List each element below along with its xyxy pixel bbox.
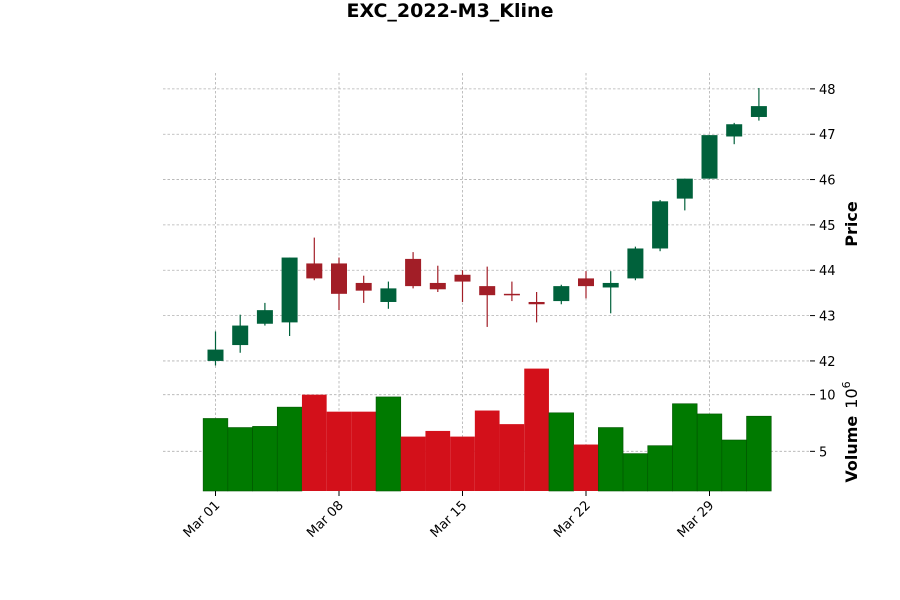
volume-axis-exponent-power: 6 xyxy=(840,381,853,388)
price-tick-label: 42 xyxy=(819,355,836,370)
price-tick-label: 45 xyxy=(819,219,836,234)
volume-bar xyxy=(202,418,229,492)
x-tick-label: Mar 01 xyxy=(181,498,224,541)
candle xyxy=(750,87,767,121)
candle-body xyxy=(405,258,422,287)
candle-body xyxy=(429,282,446,290)
candle xyxy=(256,302,273,326)
price-axis-label: Price xyxy=(842,201,861,247)
price-tick-label: 43 xyxy=(819,310,836,325)
candle xyxy=(454,270,471,302)
volume-bar xyxy=(474,410,500,491)
candle-body xyxy=(750,106,767,117)
candle-body xyxy=(627,248,644,279)
candle-body xyxy=(528,301,545,305)
candle-body xyxy=(553,286,570,302)
candle xyxy=(726,122,743,145)
x-tick-label: Mar 15 xyxy=(428,498,471,541)
candle xyxy=(652,199,669,252)
candle xyxy=(232,314,249,353)
candle-body xyxy=(479,286,496,296)
candle-body xyxy=(331,263,347,294)
candle-body xyxy=(676,178,693,199)
candle xyxy=(429,265,446,293)
candle-body xyxy=(701,135,718,179)
volume-bar xyxy=(746,415,772,492)
candle xyxy=(380,281,397,309)
candle xyxy=(503,281,520,302)
candle xyxy=(479,266,496,327)
candle-body xyxy=(380,288,397,302)
volume-bar xyxy=(524,368,549,491)
volume-bar xyxy=(276,406,303,492)
candle-body xyxy=(454,274,471,282)
chart-title: EXC_2022-M3_Kline xyxy=(347,0,554,22)
volume-bar xyxy=(573,444,599,491)
volume-axis-label: Volume 106 xyxy=(840,381,861,482)
volume-axis-label-group: Volume 106 xyxy=(840,381,861,482)
candle xyxy=(676,178,693,211)
volume-bar xyxy=(351,411,377,491)
candle xyxy=(627,246,644,281)
candle-body xyxy=(602,282,619,288)
price-tick-label: 46 xyxy=(819,174,836,189)
candle xyxy=(701,135,718,179)
volume-bar xyxy=(375,396,402,492)
candle xyxy=(306,237,323,281)
volume-bar xyxy=(252,426,278,492)
volume-bars xyxy=(202,368,772,492)
candle xyxy=(553,284,570,305)
volume-bar xyxy=(647,445,673,492)
candle-body xyxy=(355,282,372,291)
x-axis: Mar 01 Mar 08 Mar 15 Mar 22 Mar 29 xyxy=(181,491,718,541)
candle-body xyxy=(726,124,743,137)
candle xyxy=(281,257,298,336)
volume-tick-label: 5 xyxy=(819,445,827,460)
candle xyxy=(331,257,347,311)
candle-body xyxy=(232,325,249,346)
candle-body xyxy=(256,310,273,324)
volume-bar xyxy=(598,427,624,492)
volume-axis-exponent: 10 xyxy=(842,388,861,408)
price-tick-label: 48 xyxy=(819,83,836,98)
candle-body xyxy=(306,263,323,279)
candle xyxy=(207,331,224,366)
volume-bar xyxy=(548,412,574,492)
candle xyxy=(602,271,619,314)
price-tick-label: 44 xyxy=(819,264,836,279)
volume-bar xyxy=(721,439,747,492)
candle xyxy=(528,292,545,323)
volume-panel: 5 10 xyxy=(163,368,836,492)
price-grid xyxy=(163,73,810,370)
candles xyxy=(207,87,767,366)
volume-bar xyxy=(425,430,451,491)
candle xyxy=(405,252,422,289)
x-tick-label: Mar 08 xyxy=(304,498,347,541)
volume-bar xyxy=(499,424,525,491)
candle-body xyxy=(281,257,298,323)
volume-bar xyxy=(672,403,698,492)
candle xyxy=(578,271,594,299)
price-panel: 42 43 44 45 46 47 48 xyxy=(163,73,836,370)
candle-body xyxy=(503,293,520,296)
volume-axis: 5 10 xyxy=(810,389,836,460)
volume-bar xyxy=(696,413,723,492)
volume-bar xyxy=(227,427,253,492)
candle-body xyxy=(578,278,594,287)
candle-body xyxy=(652,201,669,249)
price-tick-label: 47 xyxy=(819,128,836,143)
volume-tick-label: 10 xyxy=(819,389,836,404)
volume-bar xyxy=(400,436,426,491)
volume-axis-label-text: Volume xyxy=(842,416,861,483)
volume-bar xyxy=(301,394,327,491)
candle-body xyxy=(207,349,224,361)
price-axis: 42 43 44 45 46 47 48 xyxy=(810,83,836,370)
x-tick-label: Mar 29 xyxy=(675,498,718,541)
volume-bar xyxy=(622,453,649,492)
x-tick-label: Mar 22 xyxy=(551,498,594,541)
volume-bar xyxy=(326,411,352,491)
candle xyxy=(355,275,372,303)
volume-bar xyxy=(450,436,475,491)
